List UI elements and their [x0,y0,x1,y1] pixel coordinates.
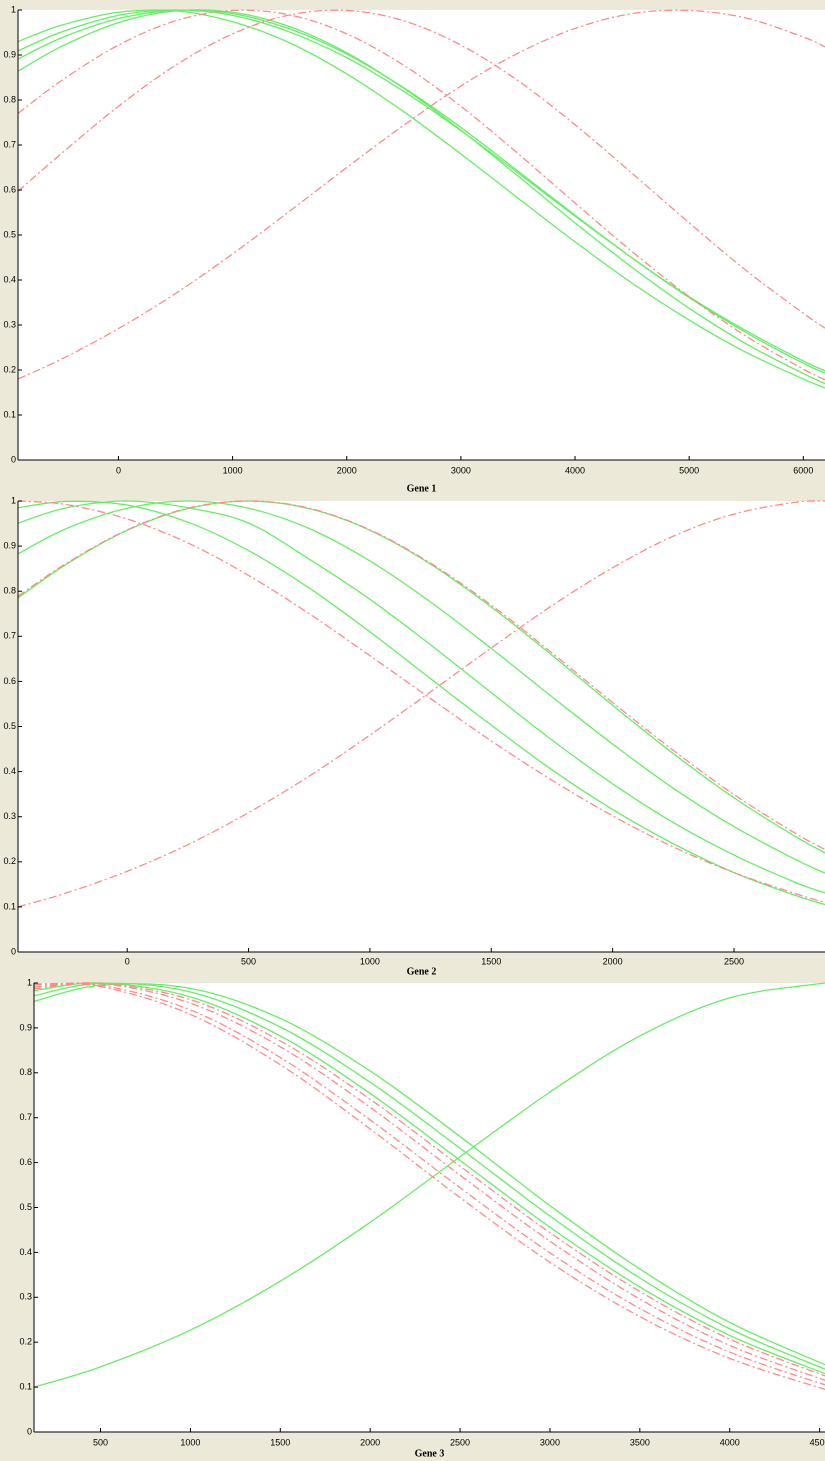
data-line [34,982,825,1386]
x-tick-label: 2500 [450,1437,470,1447]
y-tick-label: 0.3 [19,1292,32,1302]
y-tick-label: 0.7 [19,1112,32,1122]
data-line [18,9,825,329]
x-axis-label: Gene 1 [407,483,437,494]
data-line [34,982,825,1377]
x-tick-label: 1500 [270,1437,290,1447]
y-tick-label: 0.5 [19,1202,32,1212]
data-line [34,983,825,1366]
y-tick-label: 0.9 [3,540,16,550]
y-tick-label: 0.8 [3,94,16,104]
y-tick-label: 0.4 [3,274,16,284]
data-line [34,982,825,1381]
x-tick-label: 500 [93,1437,108,1447]
y-tick-label: 1 [11,4,16,14]
x-tick-label: 2000 [603,956,623,966]
data-line [18,9,825,380]
data-line [34,982,825,1375]
data-line [18,500,825,908]
x-tick-label: 1000 [180,1437,200,1447]
x-tick-label: 4000 [720,1437,740,1447]
x-tick-label: 3000 [540,1437,560,1447]
y-tick-label: 1 [11,495,16,505]
y-tick-label: 0.3 [3,811,16,821]
plot-area [18,10,825,460]
data-line [34,982,825,1370]
y-tick-label: 0.5 [3,229,16,239]
y-tick-label: 0.8 [3,586,16,596]
y-tick-label: 1 [27,977,32,987]
data-line [18,500,825,904]
y-tick-label: 0.7 [3,631,16,641]
x-tick-label: 1000 [223,465,243,475]
x-tick-label: 2500 [724,956,744,966]
data-line [34,982,825,1388]
x-tick-label: 2000 [360,1437,380,1447]
x-axis-label: Gene 3 [415,1448,445,1459]
y-tick-label: 0.1 [3,409,16,419]
x-tick-label: 0 [125,956,130,966]
data-line [18,9,825,374]
plot-area [34,983,825,1432]
data-line [18,500,825,874]
y-tick-label: 0.2 [19,1337,32,1347]
x-tick-label: 6000 [793,465,813,475]
y-tick-label: 0 [11,454,16,464]
data-line [18,9,825,385]
x-tick-label: 2000 [337,465,357,475]
plot-lines [18,9,825,389]
y-tick-label: 0.4 [19,1247,32,1257]
plot-lines [34,982,825,1390]
y-tick-label: 0.8 [19,1067,32,1077]
plot-area [18,501,825,952]
y-tick-label: 0.2 [3,364,16,374]
y-tick-label: 0.4 [3,766,16,776]
x-tick-label: 3500 [630,1437,650,1447]
data-line [34,982,825,1390]
x-tick-label: 3000 [451,465,471,475]
x-axis-label: Gene 2 [407,966,437,977]
y-tick-label: 0 [11,946,16,956]
x-tick-label: 1500 [481,956,501,966]
y-tick-label: 0.6 [3,184,16,194]
data-line [18,9,825,381]
y-tick-label: 0.3 [3,319,16,329]
x-tick-label: 4000 [565,465,585,475]
y-tick-label: 0.1 [3,901,16,911]
y-tick-label: 0.1 [19,1381,32,1391]
x-tick-label: 0 [116,465,121,475]
y-tick-label: 0.5 [3,721,16,731]
y-tick-label: 0.2 [3,856,16,866]
y-tick-label: 0.7 [3,139,16,149]
data-line [18,9,825,372]
x-tick-label: 4500 [810,1437,825,1447]
data-line [18,500,825,851]
y-tick-label: 0 [27,1426,32,1436]
data-line [18,500,825,906]
x-tick-label: 5000 [679,465,699,475]
x-tick-label: 1000 [360,956,380,966]
y-tick-label: 0.9 [19,1022,32,1032]
y-tick-label: 0.9 [3,49,16,59]
chart-panel: 0 0.1 0.2 0.3 0.4 0.5 0.6 0.7 0.8 0.9 1 0 500 1000 150… [3,495,825,977]
plot-lines [18,500,825,908]
chart-panel: 0 0.1 0.2 0.3 0.4 0.5 0.6 0.7 0.8 0.9 1 0 1000 2000 30… [3,4,825,494]
y-tick-label: 0.6 [3,676,16,686]
y-tick-label: 0.6 [19,1157,32,1167]
x-tick-label: 500 [241,956,256,966]
